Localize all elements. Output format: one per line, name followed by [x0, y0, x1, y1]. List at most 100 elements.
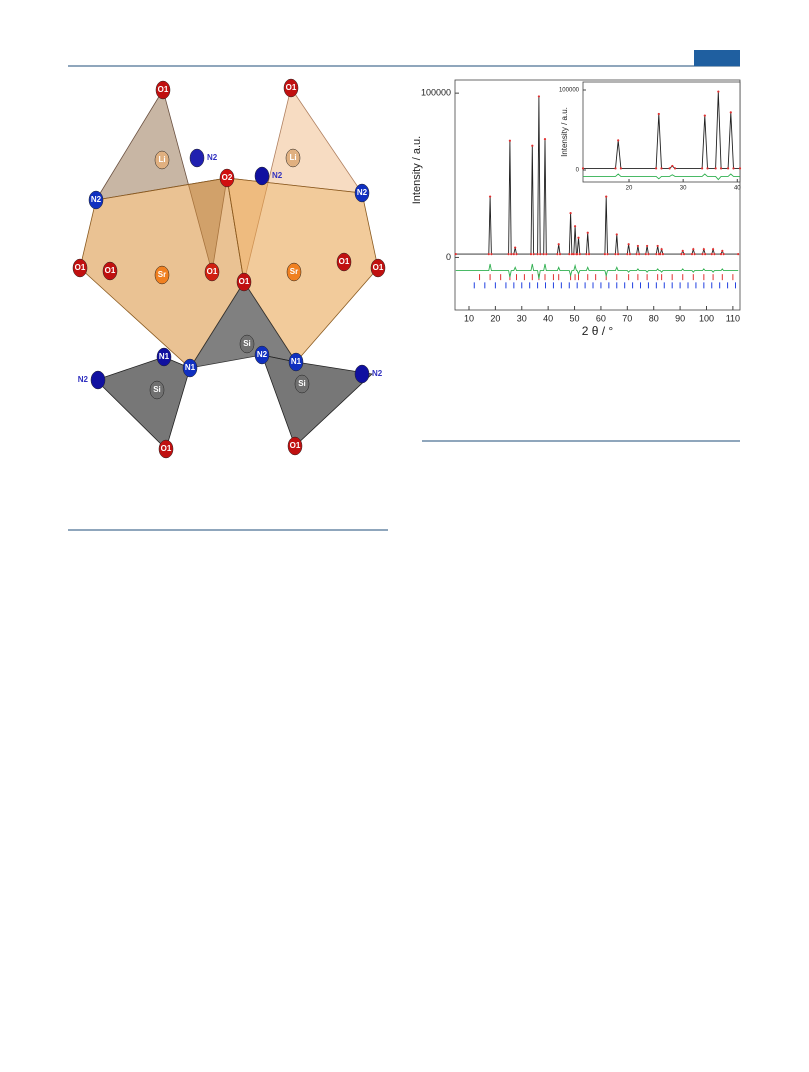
x-tick-label: 40	[543, 313, 553, 323]
atom	[90, 370, 106, 390]
x-tick-label: 110	[726, 313, 740, 323]
data-point	[659, 253, 662, 256]
data-point	[717, 90, 720, 93]
atom-label: N2	[357, 188, 368, 197]
data-point	[576, 253, 579, 256]
data-point	[539, 253, 542, 256]
x-tick-label: 40	[734, 186, 741, 192]
si-tetrahedron	[95, 356, 191, 450]
x-tick-label: 80	[649, 313, 659, 323]
data-point	[490, 253, 493, 256]
x-axis-label: 2 θ / °	[582, 324, 614, 338]
atom-label: O1	[105, 266, 116, 275]
x-tick-label: 30	[517, 313, 527, 323]
atom	[189, 148, 205, 168]
atom	[102, 261, 118, 281]
data-point	[454, 253, 457, 256]
data-line	[455, 263, 739, 279]
data-point	[656, 244, 659, 248]
data-point	[693, 253, 696, 256]
atom-label: N2	[78, 375, 89, 384]
data-point	[628, 253, 632, 256]
atom-label: N2	[372, 369, 383, 378]
data-point	[703, 114, 706, 117]
data-point	[692, 248, 695, 251]
atom	[72, 258, 88, 278]
atom-label: O1	[239, 277, 250, 286]
data-point	[545, 253, 548, 256]
data-point	[638, 253, 641, 256]
atom	[370, 258, 386, 278]
data-point	[586, 231, 589, 234]
data-point	[532, 253, 535, 256]
data-point	[673, 167, 677, 170]
data-point	[617, 139, 620, 142]
data-point	[537, 95, 541, 98]
data-point	[570, 253, 574, 256]
data-point	[737, 253, 740, 256]
data-point	[714, 167, 717, 170]
atom-label: Si	[153, 385, 161, 394]
data-point	[660, 167, 663, 170]
atom	[254, 166, 270, 186]
atom-label: N1	[185, 363, 196, 372]
atom-label: N2	[91, 195, 102, 204]
data-point	[572, 253, 575, 256]
data-point	[729, 111, 732, 114]
data-point	[614, 167, 617, 170]
data-point	[626, 253, 629, 256]
data-point	[657, 112, 660, 116]
data-point	[644, 253, 647, 256]
data-point	[515, 253, 518, 256]
atom	[287, 436, 303, 456]
atom	[254, 345, 270, 365]
atom	[158, 439, 174, 459]
data-point	[732, 167, 735, 170]
atom	[149, 380, 165, 400]
data-point	[635, 253, 638, 256]
atom	[294, 374, 310, 394]
data-point	[558, 253, 562, 256]
atom-label: N2	[272, 171, 283, 180]
data-point	[719, 253, 723, 256]
data-point	[668, 167, 671, 170]
atom	[283, 78, 299, 98]
y-tick-label: 100000	[421, 88, 451, 98]
data-point	[507, 253, 510, 256]
data-point	[690, 253, 694, 256]
data-point	[585, 253, 588, 256]
data-point	[542, 253, 545, 256]
atom	[156, 347, 172, 367]
data-point	[488, 195, 492, 198]
atom-label: O1	[373, 263, 384, 272]
si-tetrahedron	[261, 354, 373, 447]
x-tick-label: 90	[675, 313, 685, 323]
x-tick-label: 50	[570, 313, 580, 323]
data-line	[583, 173, 740, 181]
data-point	[581, 167, 585, 170]
crystal-structure: O1 O1 Li Li N2 O2 N2 N2 N2 O1 O1 Sr O1 O1 Sr O1 O1 Si N1 N1…	[72, 78, 386, 459]
atom-label: Si	[243, 339, 251, 348]
x-tick-label: 60	[596, 313, 606, 323]
data-point	[701, 253, 704, 256]
data-point	[661, 253, 665, 256]
data-line	[583, 91, 740, 169]
atom	[354, 364, 370, 384]
atom-label: N2	[257, 350, 268, 359]
data-point	[578, 253, 581, 256]
data-point	[508, 139, 511, 142]
data-point	[680, 253, 683, 256]
x-tick-label: 100	[699, 313, 714, 323]
atom-label: O1	[161, 444, 172, 453]
data-point	[671, 164, 674, 168]
y-tick-label: 0	[446, 252, 451, 262]
data-point	[660, 248, 663, 251]
data-point	[704, 253, 707, 256]
data-point	[487, 253, 490, 256]
data-point	[722, 253, 725, 256]
data-point	[556, 253, 559, 256]
atom	[285, 148, 301, 168]
atom-label: Li	[158, 155, 165, 164]
atom-label: N1	[159, 352, 170, 361]
